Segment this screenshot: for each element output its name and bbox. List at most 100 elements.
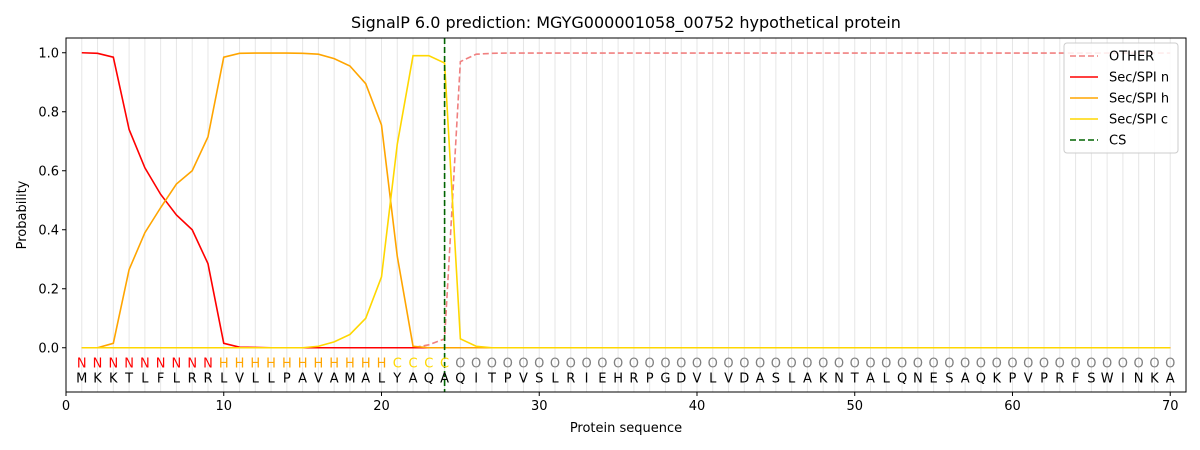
region-label: N — [156, 357, 166, 372]
residue-label: D — [676, 371, 686, 386]
legend-box — [1063, 42, 1179, 154]
residue-label: G — [660, 371, 670, 386]
x-tick-label: 70 — [1162, 399, 1179, 414]
region-label: C — [440, 357, 449, 372]
residue-label: Q — [976, 371, 986, 386]
series-lines — [81, 51, 1171, 349]
region-label: O — [708, 357, 718, 372]
legend-label: Sec/SPI n — [1109, 71, 1169, 86]
region-label: H — [250, 357, 260, 372]
region-label: O — [834, 357, 844, 372]
residue-label: L — [883, 371, 891, 386]
x-tick-label: 50 — [846, 399, 863, 414]
residue-label: K — [992, 371, 1001, 386]
residue-label: E — [598, 371, 606, 386]
residue-label: S — [535, 371, 543, 386]
legend-label: Sec/SPI c — [1109, 113, 1168, 128]
residue-label: L — [788, 371, 796, 386]
residue-label: K — [819, 371, 828, 386]
residue-label: T — [124, 371, 133, 386]
residue-label: P — [1040, 371, 1048, 386]
residue-label: V — [314, 371, 323, 386]
residue-label: K — [1150, 371, 1159, 386]
y-tick-label: 0.6 — [38, 164, 59, 179]
region-label: H — [235, 357, 245, 372]
residue-label: P — [1009, 371, 1017, 386]
region-label: O — [897, 357, 907, 372]
region-label: H — [298, 357, 308, 372]
region-label: O — [960, 357, 970, 372]
residue-label: A — [1166, 371, 1175, 386]
region-label: O — [534, 357, 544, 372]
residue-label: L — [252, 371, 260, 386]
residue-label: I — [585, 371, 589, 386]
x-axis-label: Protein sequence — [570, 421, 682, 436]
residue-label: A — [361, 371, 370, 386]
series-line-other — [81, 52, 1171, 349]
legend-label: CS — [1109, 134, 1126, 149]
region-label: O — [692, 357, 702, 372]
region-label: H — [219, 357, 229, 372]
residue-label: R — [566, 371, 575, 386]
residue-label: V — [693, 371, 702, 386]
region-label: N — [77, 357, 87, 372]
residue-label: W — [1101, 371, 1114, 386]
y-axis-label: Probability — [15, 180, 30, 249]
residue-label: Y — [392, 371, 401, 386]
region-label: O — [881, 357, 891, 372]
y-tick-label: 0.4 — [38, 223, 59, 238]
y-tick-label: 0.0 — [38, 341, 59, 356]
region-label: O — [1023, 357, 1033, 372]
region-label: O — [739, 357, 749, 372]
residue-label: R — [203, 371, 212, 386]
residue-label: L — [141, 371, 149, 386]
region-label: O — [471, 357, 481, 372]
residue-label: L — [709, 371, 717, 386]
residue-label: F — [1072, 371, 1079, 386]
residue-label: A — [961, 371, 970, 386]
y-axis-ticks: 0.0 0.2 0.4 0.6 0.8 1.0 — [38, 46, 66, 356]
residue-label: K — [109, 371, 118, 386]
region-label: O — [787, 357, 797, 372]
region-label: O — [1007, 357, 1017, 372]
residue-label: L — [378, 371, 386, 386]
series-line-sec-spi-h — [81, 52, 1171, 349]
residue-label: M — [344, 371, 355, 386]
region-label: O — [992, 357, 1002, 372]
region-label: N — [172, 357, 182, 372]
region-label: H — [314, 357, 324, 372]
x-tick-label: 10 — [215, 399, 232, 414]
y-tick-label: 0.8 — [38, 105, 59, 120]
region-label: O — [1134, 357, 1144, 372]
region-label: O — [928, 357, 938, 372]
residue-label: A — [409, 371, 418, 386]
region-label: H — [345, 357, 355, 372]
region-label: O — [1086, 357, 1096, 372]
grid-lines — [81, 38, 1171, 392]
residue-label: I — [1121, 371, 1125, 386]
region-label: H — [329, 357, 339, 372]
x-tick-label: 60 — [1004, 399, 1021, 414]
residue-label: N — [834, 371, 844, 386]
region-label: O — [550, 357, 560, 372]
residue-label: V — [519, 371, 528, 386]
residue-label: I — [474, 371, 478, 386]
y-tick-label: 0.2 — [38, 282, 59, 297]
region-label: O — [629, 357, 639, 372]
residue-label: K — [93, 371, 102, 386]
region-label: O — [455, 357, 465, 372]
residue-label: A — [440, 371, 449, 386]
region-label: C — [409, 357, 418, 372]
region-label: O — [487, 357, 497, 372]
residue-label: R — [188, 371, 197, 386]
residue-label: P — [283, 371, 291, 386]
region-label: O — [802, 357, 812, 372]
region-label: C — [424, 357, 433, 372]
legend-label: Sec/SPI h — [1109, 92, 1169, 107]
region-label: N — [108, 357, 118, 372]
region-label: O — [865, 357, 875, 372]
residue-label: R — [629, 371, 638, 386]
residue-label: Q — [424, 371, 434, 386]
region-label: O — [613, 357, 623, 372]
